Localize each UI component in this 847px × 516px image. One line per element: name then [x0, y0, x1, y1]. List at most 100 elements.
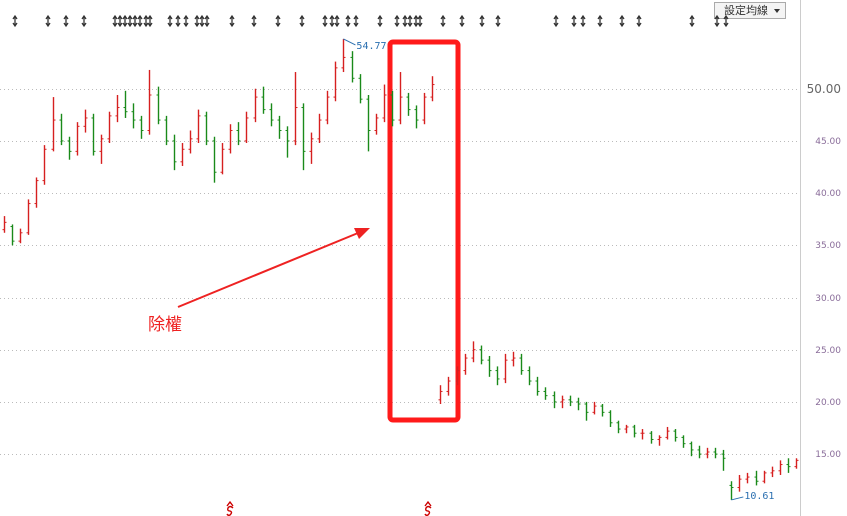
event-icon	[251, 14, 257, 28]
event-icon	[329, 14, 335, 28]
ohlc-bar	[350, 51, 355, 83]
ohlc-bar	[374, 113, 379, 135]
ohlc-bar	[196, 109, 201, 144]
ohlc-bar	[277, 115, 282, 139]
ohlc-bar	[325, 90, 330, 125]
ohlc-bar	[552, 391, 557, 409]
ohlc-bar	[519, 353, 524, 375]
button-label[interactable]: 設定均線	[724, 3, 768, 17]
ohlc-bar	[737, 474, 742, 492]
ohlc-bar	[649, 431, 654, 444]
button-caret[interactable]	[774, 9, 780, 13]
ma-button[interactable]: 設定均線	[714, 2, 786, 19]
ohlc-bar	[83, 109, 88, 133]
ohlc-bar	[285, 126, 290, 158]
event-icon	[440, 14, 446, 28]
ohlc-bar	[236, 122, 241, 146]
ohlc-bar	[301, 103, 306, 171]
ohlc-bar	[471, 341, 476, 363]
ohlc-bar	[640, 429, 645, 440]
ohlc-bar	[293, 72, 298, 146]
ohlc-bar	[147, 69, 152, 135]
ohlc-bar	[697, 445, 702, 459]
ex-rights-box: 除權	[148, 39, 461, 423]
event-icon	[322, 14, 328, 28]
event-icon	[137, 14, 143, 28]
event-icon	[394, 14, 400, 28]
ohlc-bar	[59, 113, 64, 146]
ohlc-bar	[745, 472, 750, 484]
y-tick-label: 45.00	[815, 137, 841, 147]
ohlc-bar	[10, 224, 15, 246]
event-icon	[275, 14, 281, 28]
ohlc-bar	[657, 435, 662, 446]
ohlc-bar	[220, 143, 225, 175]
event-icon	[597, 14, 603, 28]
event-icon	[81, 14, 87, 28]
ohlc-bar	[18, 228, 23, 244]
low-label: 10.61	[744, 491, 774, 502]
ohlc-bar	[729, 481, 734, 500]
ohlc-bar	[42, 145, 47, 185]
event-icon	[580, 14, 586, 28]
ohlc-bar	[75, 122, 80, 156]
event-icon	[714, 14, 720, 28]
ohlc-bar	[624, 424, 629, 434]
ohlc-bar	[511, 351, 516, 367]
ohlc-bar	[131, 103, 136, 129]
event-icon	[45, 14, 51, 28]
ohlc-bar	[91, 113, 96, 156]
ohlc-bar	[665, 426, 670, 440]
ohlc-bar	[172, 134, 177, 171]
event-icon	[479, 14, 485, 28]
event-icon	[229, 14, 235, 28]
ohlc-bar	[560, 395, 565, 409]
low-pointer	[731, 496, 744, 501]
ohlc-bar	[770, 466, 775, 478]
ohlc-bar	[34, 177, 39, 208]
ohlc-bar	[107, 111, 112, 144]
ohlc-bar	[479, 345, 484, 365]
ohlc-bar	[406, 92, 411, 116]
callout-arrow	[177, 232, 359, 308]
ohlc-bar	[366, 94, 371, 152]
ohlc-bar	[261, 86, 266, 114]
dividend-icon	[226, 500, 234, 516]
y-tick-label: 35.00	[815, 241, 841, 251]
ohlc-bar	[778, 460, 783, 475]
ohlc-bar	[754, 470, 759, 486]
y-tick-label: 40.00	[815, 189, 841, 199]
event-icon	[402, 14, 408, 28]
highlight-box	[387, 39, 461, 423]
ohlc-bar	[204, 111, 209, 146]
ohlc-bar	[600, 403, 605, 417]
event-icon	[127, 14, 133, 28]
event-icon	[334, 14, 340, 28]
button-box[interactable]	[714, 2, 786, 19]
ohlc-bar	[794, 458, 799, 469]
ohlc-bar	[26, 199, 31, 235]
event-icon	[183, 14, 189, 28]
y-tick-label: 15.00	[815, 450, 841, 460]
event-icon	[117, 14, 123, 28]
ohlc-bar	[115, 94, 120, 123]
event-icon	[636, 14, 642, 28]
ohlc-bar	[244, 111, 249, 144]
callout-arrowhead	[354, 228, 370, 239]
ohlc-bar	[358, 74, 363, 104]
ohlc-bar	[228, 124, 233, 154]
event-icon	[345, 14, 351, 28]
ohlc-bar	[713, 447, 718, 459]
ohlc-bar	[446, 376, 451, 396]
y-tick-label: 25.00	[815, 346, 841, 356]
ohlc-bar	[632, 424, 637, 438]
ohlc-bar	[422, 92, 427, 125]
event-icon	[175, 14, 181, 28]
ohlc-bar	[2, 216, 7, 233]
ohlc-bar	[576, 397, 581, 411]
ohlc-bar	[608, 410, 613, 427]
event-icon	[299, 14, 305, 28]
event-icon	[112, 14, 118, 28]
